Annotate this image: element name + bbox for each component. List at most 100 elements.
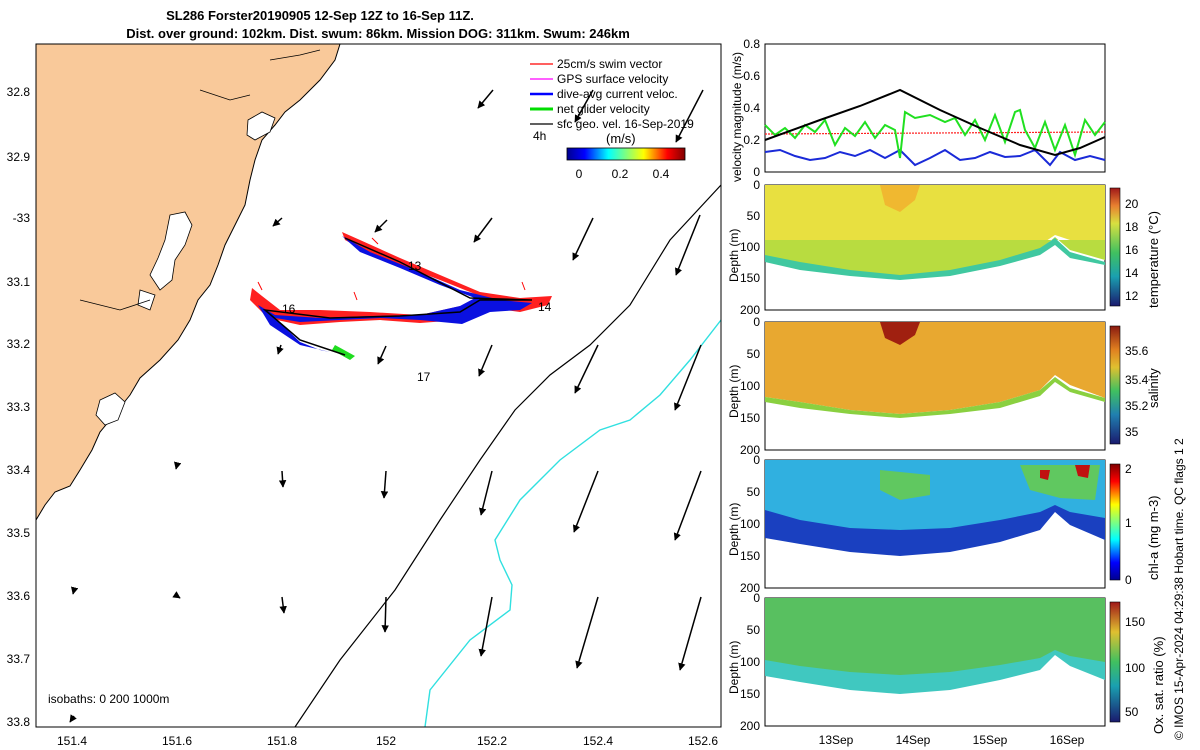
colorbar-tick: 1 — [1125, 516, 1132, 530]
glider-track — [250, 232, 552, 360]
chlorophyll-section: 0 50 100 150 200 Depth (m) 2 1 0 chl-a (… — [727, 453, 1161, 595]
y-tick: 50 — [747, 485, 761, 499]
y-tick: 200 — [740, 443, 760, 457]
day-label: 16 — [282, 302, 296, 316]
y-tick: 33.8 — [7, 715, 31, 729]
isobaths-note: isobaths: 0 200 1000m — [48, 692, 169, 706]
colorbar-unit: (m/s) — [606, 131, 636, 146]
salinity-section: 0 50 100 150 200 Depth (m) 35.6 35.4 35.… — [727, 315, 1161, 457]
colorbar-label: chl-a (mg m-3) — [1146, 495, 1161, 580]
velocity-yticks: 0 0.2 0.4 0.6 0.8 — [743, 37, 760, 179]
map-legend: 25cm/s swim vector GPS surface velocity … — [530, 57, 694, 181]
y-tick: 33.6 — [7, 589, 31, 603]
colorbar-tick: 12 — [1125, 289, 1139, 303]
colorbar-label: temperature (°C) — [1146, 211, 1161, 308]
legend-label: dive-avg current veloc. — [557, 87, 678, 101]
y-tick: 33.2 — [7, 337, 31, 351]
y-tick: 150 — [740, 411, 760, 425]
x-tick: 16Sep — [1050, 733, 1085, 747]
y-tick: 0 — [753, 315, 760, 329]
y-tick: 100 — [740, 517, 760, 531]
x-tick: 152.2 — [477, 734, 507, 748]
chl-colorbar — [1109, 463, 1121, 581]
y-tick: 0.6 — [743, 69, 760, 83]
depth-label: Depth (m) — [727, 365, 741, 418]
y-tick: 33.5 — [7, 526, 31, 540]
colorbar-label: Ox. sat. ratio (%) — [1151, 636, 1166, 734]
swim-vectors — [257, 237, 526, 301]
legend-label: sfc geo. vel. 16-Sep-2019 — [557, 117, 694, 131]
x-tick: 152.4 — [583, 734, 613, 748]
y-tick: 0.8 — [743, 37, 760, 51]
depth-label: Depth (m) — [727, 503, 741, 556]
velocity-panel: 0 0.2 0.4 0.6 0.8 velocity magnitude (m/… — [730, 37, 1106, 182]
y-tick: 100 — [740, 379, 760, 393]
y-tick: 0 — [753, 178, 760, 192]
colorbar-label: salinity — [1146, 368, 1161, 408]
y-tick: 33.7 — [7, 652, 31, 666]
y-tick: 0.2 — [743, 133, 760, 147]
colorbar-tick: 14 — [1125, 266, 1139, 280]
velocity-ylabel: velocity magnitude (m/s) — [730, 52, 744, 182]
legend-extra: 4h — [533, 129, 546, 143]
x-tick: 151.8 — [267, 734, 297, 748]
y-tick: 0 — [753, 165, 760, 179]
depth-label: Depth (m) — [727, 229, 741, 282]
colorbar-tick: 0.4 — [653, 167, 670, 181]
x-tick: 152.6 — [688, 734, 718, 748]
y-tick: 100 — [740, 240, 760, 254]
y-tick: 50 — [747, 623, 761, 637]
isobath-200m — [294, 184, 721, 727]
colorbar-tick: 16 — [1125, 243, 1139, 257]
y-tick: 200 — [740, 303, 760, 317]
temperature-section: 0 50 100 150 200 Depth (m) 20 18 16 14 1… — [727, 178, 1161, 317]
colorbar-tick: 35 — [1125, 425, 1139, 439]
x-tick: 151.6 — [162, 734, 192, 748]
y-tick: 200 — [740, 581, 760, 595]
figure-subtitle: Dist. over ground: 102km. Dist. swum: 86… — [126, 26, 630, 41]
colorbar-tick: 0 — [576, 167, 583, 181]
y-tick: 150 — [740, 687, 760, 701]
figure-title: SL286 Forster20190905 12-Sep 12Z to 16-S… — [166, 8, 474, 23]
temperature-colorbar — [1109, 187, 1121, 307]
legend-label: GPS surface velocity — [557, 72, 668, 86]
colorbar-tick: 150 — [1125, 615, 1145, 629]
depth-label: Depth (m) — [727, 641, 741, 694]
y-tick: 100 — [740, 655, 760, 669]
y-tick: 0 — [753, 591, 760, 605]
map-xticks: 151.4 151.6 151.8 152 152.2 152.4 152.6 — [57, 734, 718, 748]
series-line — [764, 148, 1106, 167]
river — [79, 49, 321, 311]
series-line — [764, 88, 1106, 157]
lake — [149, 211, 193, 291]
colorbar-tick: 0 — [1125, 573, 1132, 587]
salinity-colorbar — [1109, 325, 1121, 445]
colorbar-tick: 35.4 — [1125, 373, 1149, 387]
series-line — [764, 108, 1106, 159]
map-yticks: 32.8 32.9 -33 33.1 33.2 33.3 33.4 33.5 3… — [7, 85, 31, 729]
x-tick: 151.4 — [57, 734, 87, 748]
day-label: 14 — [538, 300, 552, 314]
oxygen-colorbar — [1109, 601, 1121, 723]
speed-colorbar — [566, 147, 686, 161]
isobath-1000m — [424, 319, 721, 727]
y-tick: 150 — [740, 549, 760, 563]
lake — [246, 111, 276, 141]
geostrophic-velocity-arrows — [69, 89, 704, 723]
y-tick: 150 — [740, 271, 760, 285]
y-tick: 33.3 — [7, 400, 31, 414]
x-tick: 13Sep — [819, 733, 854, 747]
y-tick: 32.8 — [7, 85, 31, 99]
y-tick: 50 — [747, 347, 761, 361]
lake — [137, 289, 156, 311]
colorbar-tick: 35.2 — [1125, 399, 1149, 413]
x-tick: 152 — [376, 734, 396, 748]
x-tick: 14Sep — [896, 733, 931, 747]
y-tick: 200 — [740, 719, 760, 733]
y-tick: 33.1 — [7, 275, 31, 289]
legend-label: net glider velocity — [557, 102, 650, 116]
colorbar-tick: 20 — [1125, 197, 1139, 211]
colorbar-tick: 0.2 — [612, 167, 629, 181]
y-tick: 50 — [747, 209, 761, 223]
